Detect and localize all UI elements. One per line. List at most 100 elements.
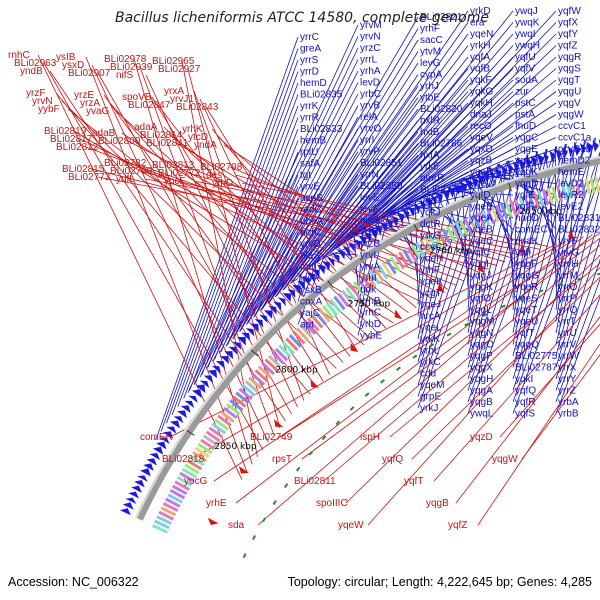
forward-gene-label: ywqL: [470, 409, 494, 420]
forward-gene-label: hemD2: [558, 156, 591, 167]
cog-category-bar: [575, 180, 582, 197]
tick-mark: [508, 182, 512, 192]
reverse-label-connector: [37, 54, 243, 480]
cog-category-bar: [176, 476, 193, 487]
forward-gene-label: yrrP: [558, 294, 577, 305]
forward-gene-label: dctR: [420, 219, 441, 230]
cog-category-bar: [419, 239, 430, 255]
forward-gene-label: levD: [360, 78, 380, 89]
cog-category-bar: [393, 254, 405, 270]
cog-category-bar: [211, 422, 227, 435]
forward-gene-arrow: [177, 410, 187, 419]
forward-gene-label: yqeH: [420, 254, 443, 265]
forward-gene-label: yqfQ: [515, 386, 536, 397]
forward-gene-label: levE: [360, 193, 380, 204]
forward-gene-label: yqeU: [515, 317, 538, 328]
forward-label-connector: [193, 36, 359, 385]
forward-gene-label: yrhC: [360, 308, 381, 319]
forward-gene-label: ccvC2: [420, 242, 448, 253]
forward-gene-arrow: [441, 189, 450, 201]
cog-category-bar: [589, 177, 596, 194]
forward-gene-label: pstA: [515, 110, 535, 121]
forward-gene-label: yrhJ: [420, 81, 439, 92]
reverse-label-connector: [103, 94, 317, 388]
forward-gene-label: yqeR: [515, 282, 538, 293]
reverse-label-connector: [61, 100, 337, 369]
forward-gene-label: yrbC: [360, 89, 381, 100]
cog-category-bar: [306, 317, 320, 332]
feature-tracks: [120, 139, 600, 559]
reverse-gene-label: BLi02847: [128, 100, 171, 111]
gc-skew-mark: [283, 483, 289, 489]
forward-gene-arrow: [156, 441, 167, 450]
forward-gene-label: hxlA: [420, 150, 440, 161]
forward-gene-label: yrrN: [360, 170, 379, 181]
reverse-gene-label: yrvN: [32, 96, 53, 107]
forward-label-connector: [417, 171, 480, 374]
forward-gene-label: yrvA: [360, 262, 380, 273]
reverse-gene-label: BLi02939: [110, 62, 153, 73]
cog-category-bar: [353, 281, 365, 296]
forward-gene-label: yrrW: [558, 351, 580, 362]
forward-gene-label: yqgW: [558, 110, 584, 121]
forward-label-connector: [555, 237, 600, 380]
cog-category-bar: [415, 241, 426, 258]
forward-gene-label: yrrK: [300, 101, 319, 112]
forward-gene-arrow: [453, 184, 462, 196]
reverse-gene-label: des: [206, 170, 222, 181]
forward-gene-arrow: [380, 221, 388, 233]
reverse-label-connector: [187, 68, 281, 429]
forward-gene-arrow: [322, 260, 331, 271]
forward-gene-label: yqfC: [470, 248, 491, 259]
forward-gene-label: fhuD: [515, 121, 536, 132]
reverse-gene-arrow: [273, 419, 284, 427]
forward-label-connector: [555, 139, 585, 322]
forward-gene-label: era: [470, 18, 485, 29]
forward-gene-label: sodA: [515, 75, 538, 86]
forward-gene-arrow: [250, 323, 259, 332]
forward-gene-label: yrhF: [420, 24, 440, 35]
reverse-gene-label: BLi02963: [14, 58, 57, 69]
gc-skew-mark: [446, 332, 452, 337]
backbone-outer-arc: [134, 155, 600, 519]
cog-category-bar: [560, 183, 568, 201]
forward-gene-arrow: [536, 153, 545, 166]
cog-category-bar: [373, 267, 385, 283]
forward-gene-label: yqfX: [558, 18, 578, 29]
forward-gene-arrow: [391, 215, 399, 226]
reverse-label-connector: [455, 316, 600, 504]
forward-gene-label: yrzC: [360, 43, 381, 54]
forward-gene-label: yqfT: [515, 328, 534, 339]
reverse-gene-label: BLi02812: [56, 142, 99, 153]
cog-category-bar: [365, 272, 377, 288]
reverse-label-connector: [55, 92, 311, 395]
forward-gene-label: yqfA: [470, 52, 490, 63]
forward-label-connector: [357, 219, 381, 325]
reverse-gene-label: yqgW: [492, 454, 518, 465]
forward-gene-label: yqeB: [470, 225, 493, 236]
reverse-gene-label: yocG: [184, 476, 208, 487]
forward-gene-arrow: [224, 351, 234, 360]
forward-gene-label: yqkF: [470, 75, 492, 86]
reverse-label-connector: [193, 180, 540, 250]
forward-label-connector: [323, 45, 514, 258]
forward-gene-label: yrrI: [360, 135, 374, 146]
forward-gene-label: BLi02832: [558, 225, 600, 236]
forward-gene-label: yqgG: [515, 271, 539, 282]
forward-label-connector: [424, 125, 557, 196]
forward-gene-label: yqgR: [558, 52, 581, 63]
forward-label-connector: [512, 146, 558, 345]
cog-category-bar: [162, 502, 179, 513]
forward-gene-label: BLi02821: [420, 12, 463, 23]
cog-category-bar: [321, 304, 335, 320]
topology-text: Topology: circular; Length: 4,222,645 bp…: [288, 575, 592, 589]
forward-gene-label: yrrX: [558, 363, 577, 374]
forward-label-connector: [364, 102, 514, 230]
cog-category-bar: [281, 340, 296, 355]
cog-category-bar: [325, 301, 339, 317]
forward-gene-label: yqfE: [515, 190, 535, 201]
reverse-label-connector: [301, 237, 600, 460]
forward-gene-label: yqfI: [515, 248, 531, 259]
forward-gene-label: rplU: [300, 147, 318, 158]
forward-gene-label: yrkK: [420, 334, 440, 345]
